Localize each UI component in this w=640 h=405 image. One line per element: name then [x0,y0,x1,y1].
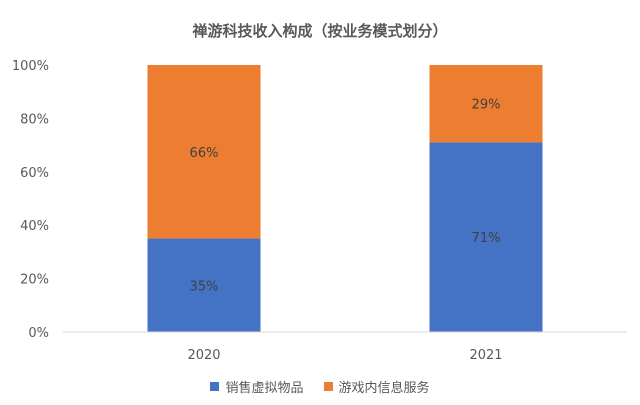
legend: 销售虚拟物品 游戏内信息服务 [0,377,640,396]
legend-swatch-virtual-goods [210,382,220,391]
data-label: 66% [190,146,219,161]
y-tick-label: 40% [20,219,49,234]
bar-segment [147,65,261,239]
bar-segment [429,142,543,332]
bar-segment [147,238,261,332]
bar-segment [429,65,543,143]
y-tick-label: 100% [12,59,49,74]
data-label: 71% [472,231,501,246]
x-tick-label: 2021 [469,348,502,363]
x-tick-label: 2020 [187,348,220,363]
legend-label-in-game-info: 游戏内信息服务 [338,381,430,396]
legend-label-virtual-goods: 销售虚拟物品 [225,381,304,396]
y-tick-label: 0% [28,326,49,341]
legend-swatch-in-game-info [323,382,333,391]
data-label: 29% [472,98,501,113]
legend-item-in-game-info: 游戏内信息服务 [323,377,430,396]
y-tick-label: 60% [20,166,49,181]
data-label: 35% [190,279,219,294]
y-tick-label: 80% [20,112,49,127]
chart-title: 禅游科技收入构成（按业务模式划分） [192,22,448,40]
y-tick-label: 20% [20,273,49,288]
legend-item-virtual-goods: 销售虚拟物品 [210,377,304,396]
